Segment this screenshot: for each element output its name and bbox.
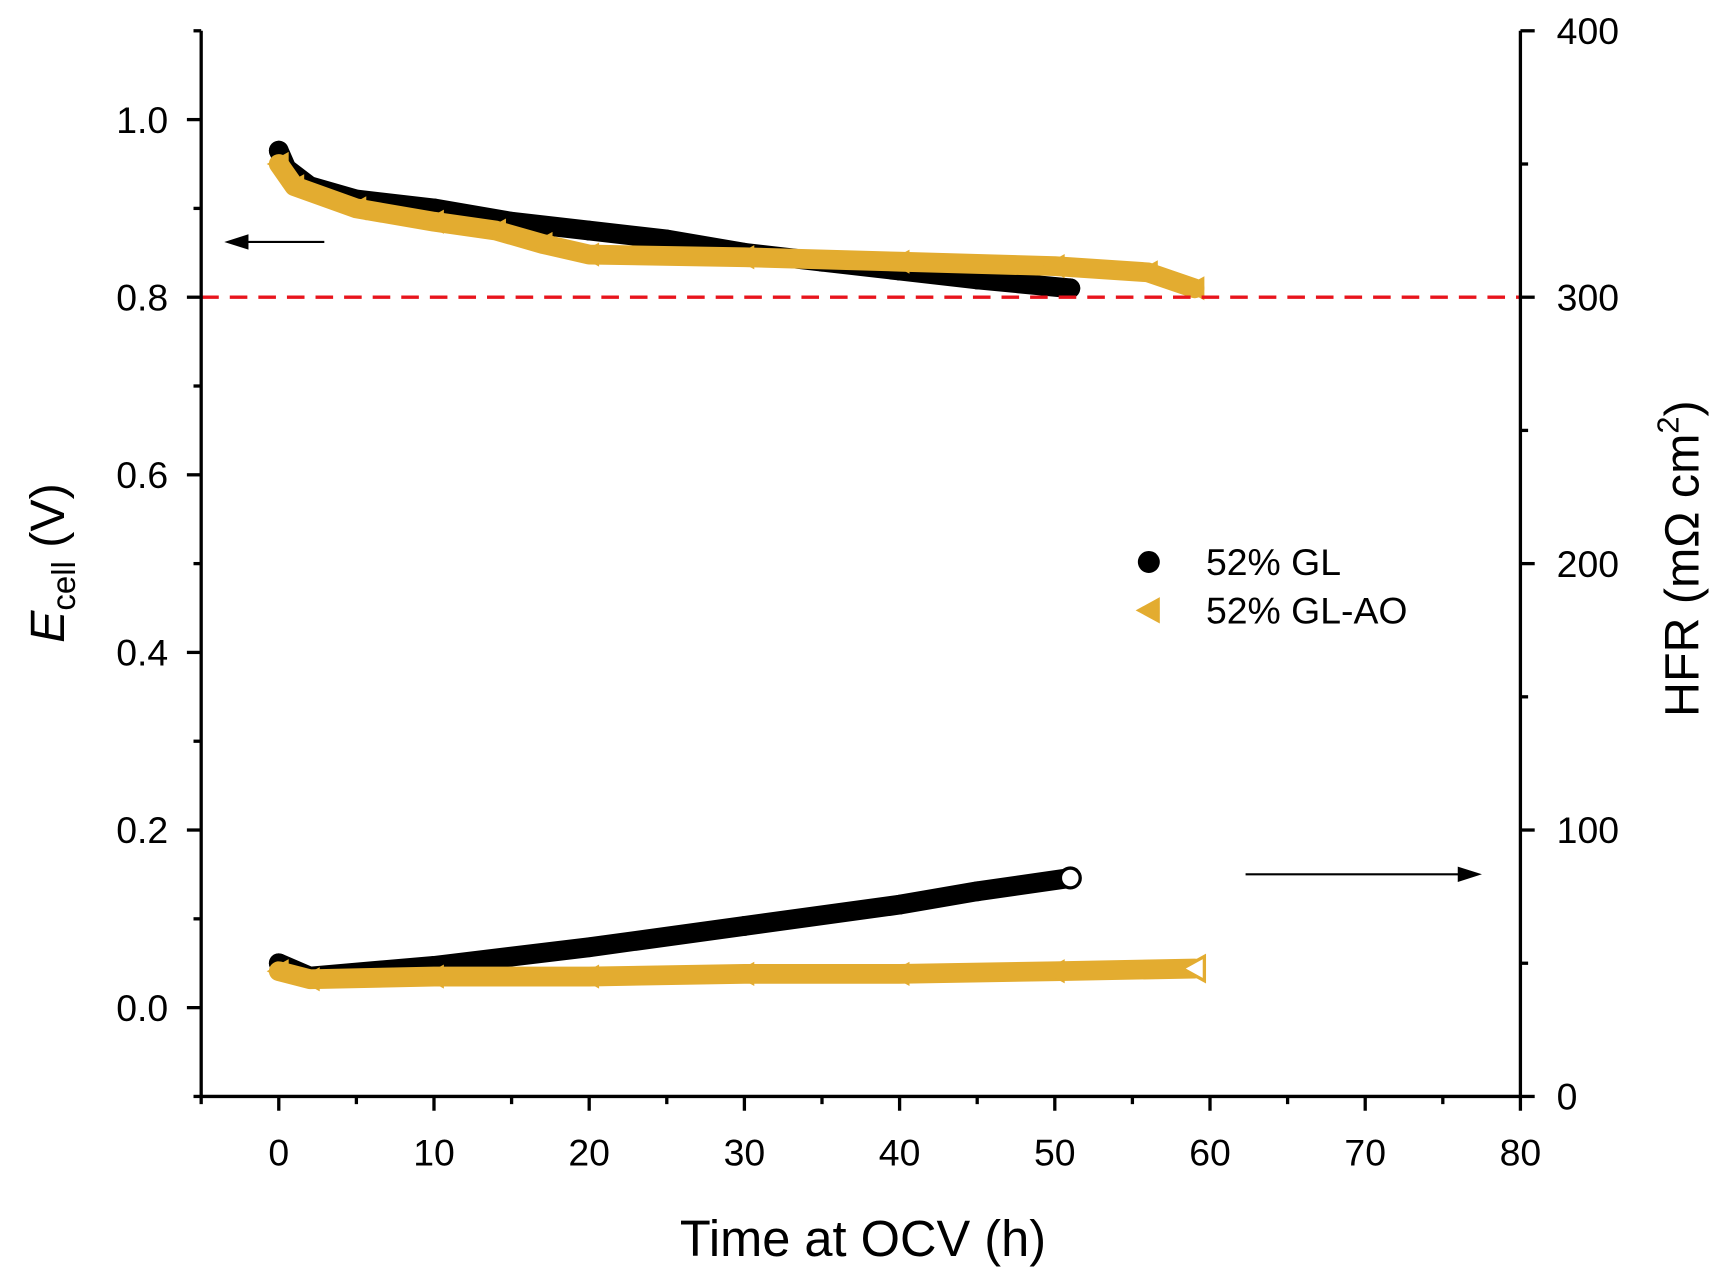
y2-label-sup: 2 — [1651, 416, 1686, 433]
data-point-glao — [577, 242, 600, 267]
y-axis-label: Ecell (V) — [21, 483, 82, 643]
y-tick-label: 1.0 — [116, 99, 168, 141]
legend: 52% GL 52% GL-AO — [1135, 541, 1407, 632]
data-point-glao — [887, 961, 910, 986]
y-tick-label: 0.2 — [116, 809, 168, 851]
data-point-glao — [266, 151, 289, 177]
data-point-gl — [1060, 278, 1081, 299]
data-point-gl — [579, 220, 600, 241]
x-tick-label: 30 — [724, 1132, 766, 1174]
plot-area — [201, 140, 1521, 992]
data-point-glao — [732, 245, 755, 270]
y-label-sub: cell — [45, 561, 82, 610]
x-tick-label: 60 — [1189, 1132, 1231, 1174]
x-tick-label: 0 — [268, 1132, 289, 1174]
data-point-glao — [1135, 260, 1158, 285]
data-point-glao — [483, 218, 506, 243]
data-point-gl — [656, 229, 677, 250]
data-point-glao — [421, 209, 444, 234]
x-tick-label: 40 — [879, 1132, 921, 1174]
data-point-glao — [421, 964, 444, 989]
x-tick-label: 50 — [1034, 1132, 1076, 1174]
data-point-glao — [282, 174, 305, 199]
data-point-glao — [297, 967, 320, 992]
x-tick-label: 80 — [1500, 1132, 1542, 1174]
x-tick-label: 10 — [413, 1132, 455, 1174]
legend-marker-gl — [1137, 550, 1160, 573]
right-axis-arrow — [1245, 866, 1482, 882]
series-band-glao-right — [268, 958, 1205, 990]
data-point-glao — [1178, 953, 1207, 984]
data-point-gl — [579, 937, 600, 958]
data-point-glao — [266, 959, 289, 984]
data-point-glao — [530, 231, 553, 257]
y-tick-label: 0.0 — [116, 987, 168, 1029]
y-tick-label: 0.4 — [116, 632, 168, 674]
data-point-gl — [1058, 866, 1082, 890]
y-label-unit: (V) — [21, 483, 75, 561]
data-point-glao — [1182, 276, 1205, 301]
data-point-glao — [732, 961, 755, 986]
data-point-glao — [887, 249, 910, 274]
legend-label-glao: 52% GL-AO — [1206, 590, 1407, 632]
data-point-gl — [734, 916, 755, 936]
y-label-main: E — [21, 610, 75, 643]
data-point-gl — [889, 894, 910, 915]
y2-tick-label: 0 — [1557, 1076, 1578, 1118]
y-tick-label: 0.6 — [116, 454, 168, 496]
x-tick-label: 20 — [568, 1132, 610, 1174]
series-band-gl-right — [268, 868, 1081, 987]
y2-axis-label: HFR (mΩ cm2) — [1651, 400, 1710, 717]
data-point-glao — [344, 196, 367, 221]
y-tick-label: 0.8 — [116, 276, 168, 318]
y2-tick-label: 300 — [1557, 276, 1619, 318]
left-axis-arrow — [224, 234, 325, 250]
y2-tick-label: 100 — [1557, 809, 1619, 851]
data-point-glao — [577, 964, 600, 989]
x-axis-label: Time at OCV (h) — [680, 1210, 1046, 1267]
data-point-gl — [967, 881, 988, 902]
y2-label-main: HFR (mΩ cm — [1656, 434, 1710, 717]
data-point-glao — [1042, 254, 1065, 279]
legend-marker-glao — [1135, 597, 1160, 624]
y2-tick-label: 400 — [1557, 10, 1619, 52]
y2-label-end: ) — [1656, 400, 1710, 416]
axes: 0 10 20 30 40 50 60 70 80 0.0 0.2 0.4 0.6 0.8 1.0 0 100 2… — [116, 10, 1619, 1174]
legend-label-gl: 52% GL — [1206, 541, 1341, 583]
y2-tick-label: 200 — [1557, 543, 1619, 585]
series-band-glao-left — [268, 154, 1205, 299]
data-point-gl — [967, 269, 988, 290]
data-point-glao — [1042, 959, 1065, 984]
x-tick-label: 70 — [1344, 1132, 1386, 1174]
